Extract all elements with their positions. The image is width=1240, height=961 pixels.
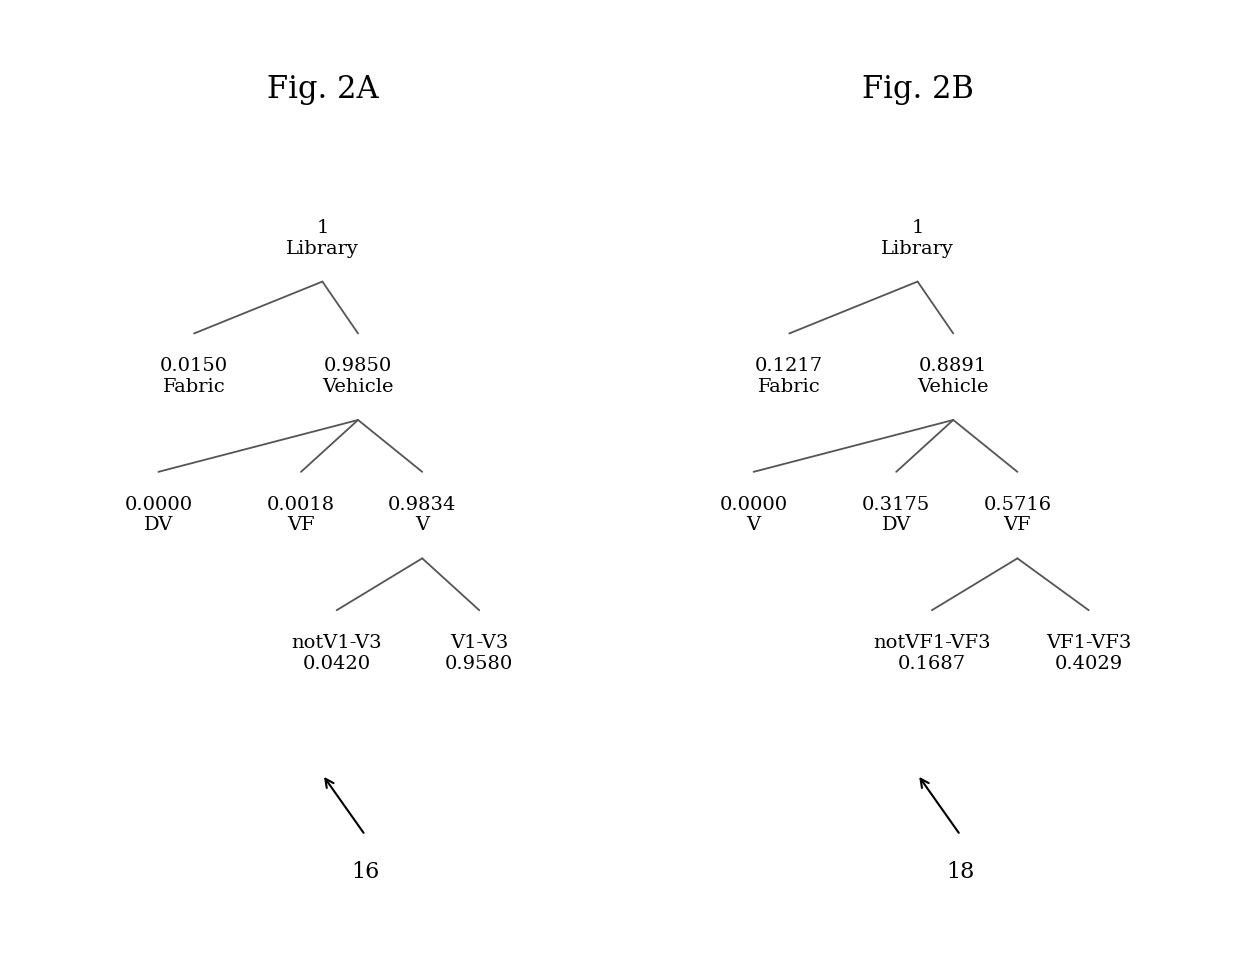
- Text: 0.0018
VF: 0.0018 VF: [267, 496, 335, 534]
- Text: 16: 16: [351, 861, 379, 883]
- Text: 0.9850
Vehicle: 0.9850 Vehicle: [322, 357, 394, 396]
- Text: Fig. 2B: Fig. 2B: [862, 74, 973, 105]
- Text: 0.0150
Fabric: 0.0150 Fabric: [160, 357, 228, 396]
- Text: 0.9834
V: 0.9834 V: [388, 496, 456, 534]
- Text: notV1-V3
0.0420: notV1-V3 0.0420: [291, 634, 382, 673]
- Text: Fig. 2A: Fig. 2A: [267, 74, 378, 105]
- Text: VF1-VF3
0.4029: VF1-VF3 0.4029: [1047, 634, 1131, 673]
- Text: 18: 18: [946, 861, 975, 883]
- Text: 0.1217
Fabric: 0.1217 Fabric: [755, 357, 823, 396]
- Text: V1-V3
0.9580: V1-V3 0.9580: [445, 634, 513, 673]
- Text: 0.3175
DV: 0.3175 DV: [862, 496, 930, 534]
- Text: 0.0000
V: 0.0000 V: [719, 496, 787, 534]
- Text: 1
Library: 1 Library: [286, 219, 358, 258]
- Text: 0.5716
VF: 0.5716 VF: [983, 496, 1052, 534]
- Text: 0.0000
DV: 0.0000 DV: [124, 496, 192, 534]
- Text: 0.8891
Vehicle: 0.8891 Vehicle: [918, 357, 990, 396]
- Text: notVF1-VF3
0.1687: notVF1-VF3 0.1687: [873, 634, 991, 673]
- Text: 1
Library: 1 Library: [882, 219, 954, 258]
